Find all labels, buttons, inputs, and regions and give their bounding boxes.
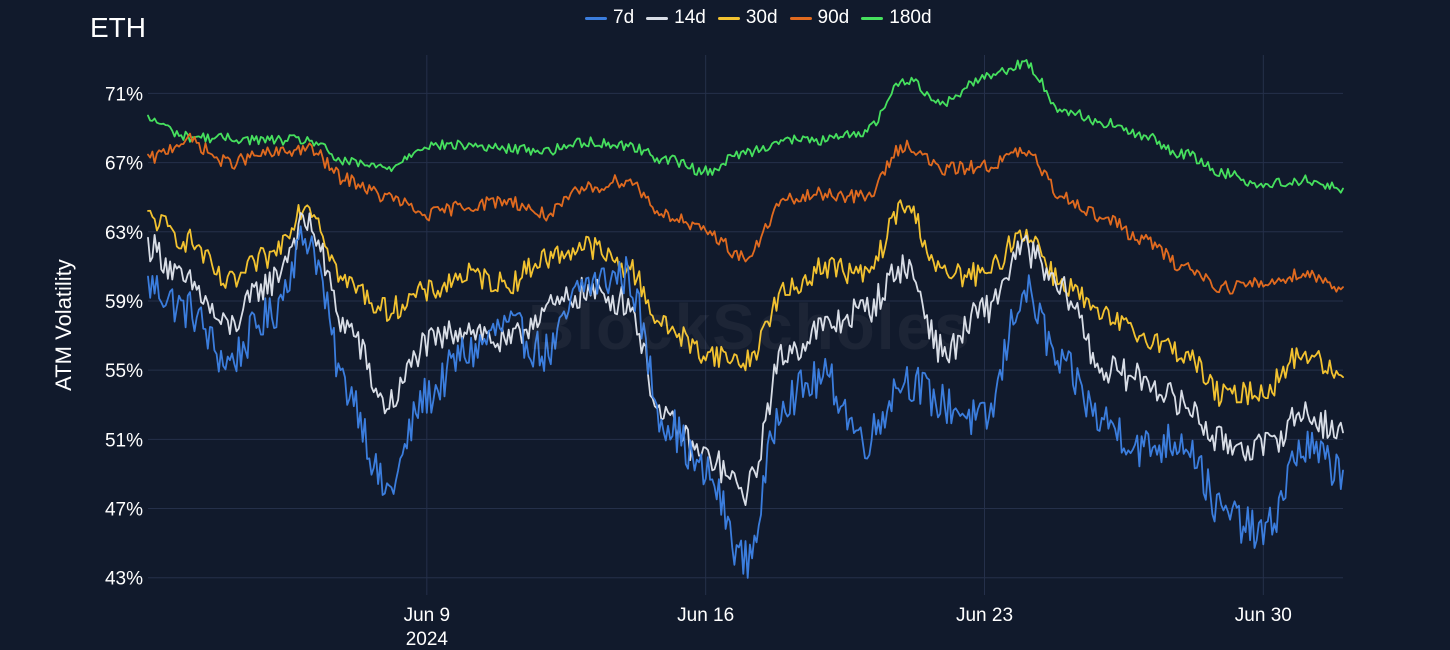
y-tick-label: 55% [105,361,143,382]
x-tick-label: Jun 23 [956,605,1013,626]
y-tick-label: 47% [105,500,143,521]
grid-layer [148,55,1343,595]
series-line-14d [147,212,1344,506]
y-axis-label: ATM Volatility [51,259,76,391]
legend-swatch [861,16,884,20]
x-tick-sublabel: 2024 [406,629,449,650]
y-tick-label: 51% [105,430,143,451]
legend-item-30d[interactable]: 30d [717,7,778,29]
legend-item-90d[interactable]: 90d [789,7,850,29]
series-line-7d [147,225,1344,579]
legend-label: 180d [889,7,932,28]
series-layer [147,59,1344,579]
legend-item-14d[interactable]: 14d [646,7,706,29]
y-tick-label: 67% [105,154,143,175]
y-tick-label: 63% [105,223,143,244]
y-tick-label: 59% [105,292,143,313]
x-tick-label: Jun 9 [404,605,450,626]
y-tick-label: 71% [105,84,143,105]
legend-label: 90d [817,7,850,28]
y-tick-label: 43% [105,569,143,590]
legend-swatch [646,16,669,20]
x-tick-label: Jun 30 [1235,605,1292,626]
legend-swatch [789,16,812,20]
legend-label: 14d [674,7,706,28]
legend-item-180d[interactable]: 180d [861,7,932,29]
chart-title: ETH [90,12,146,43]
legend: 7d 14d 30d 90d 180d [585,7,932,29]
legend-swatch [585,16,607,20]
legend-swatch [717,16,740,20]
series-line-180d [147,59,1344,194]
series-line-90d [147,132,1344,295]
axis-layer: 43% 47% 51% 55% 59% 63% 67% 71% Jun 9 2024 Jun 16 J… [105,84,1292,650]
x-tick-label: Jun 16 [677,605,734,626]
legend-label: 7d [613,7,635,28]
legend-item-7d[interactable]: 7d [585,7,634,29]
series-line-30d [147,199,1344,407]
legend-label: 30d [745,7,778,28]
